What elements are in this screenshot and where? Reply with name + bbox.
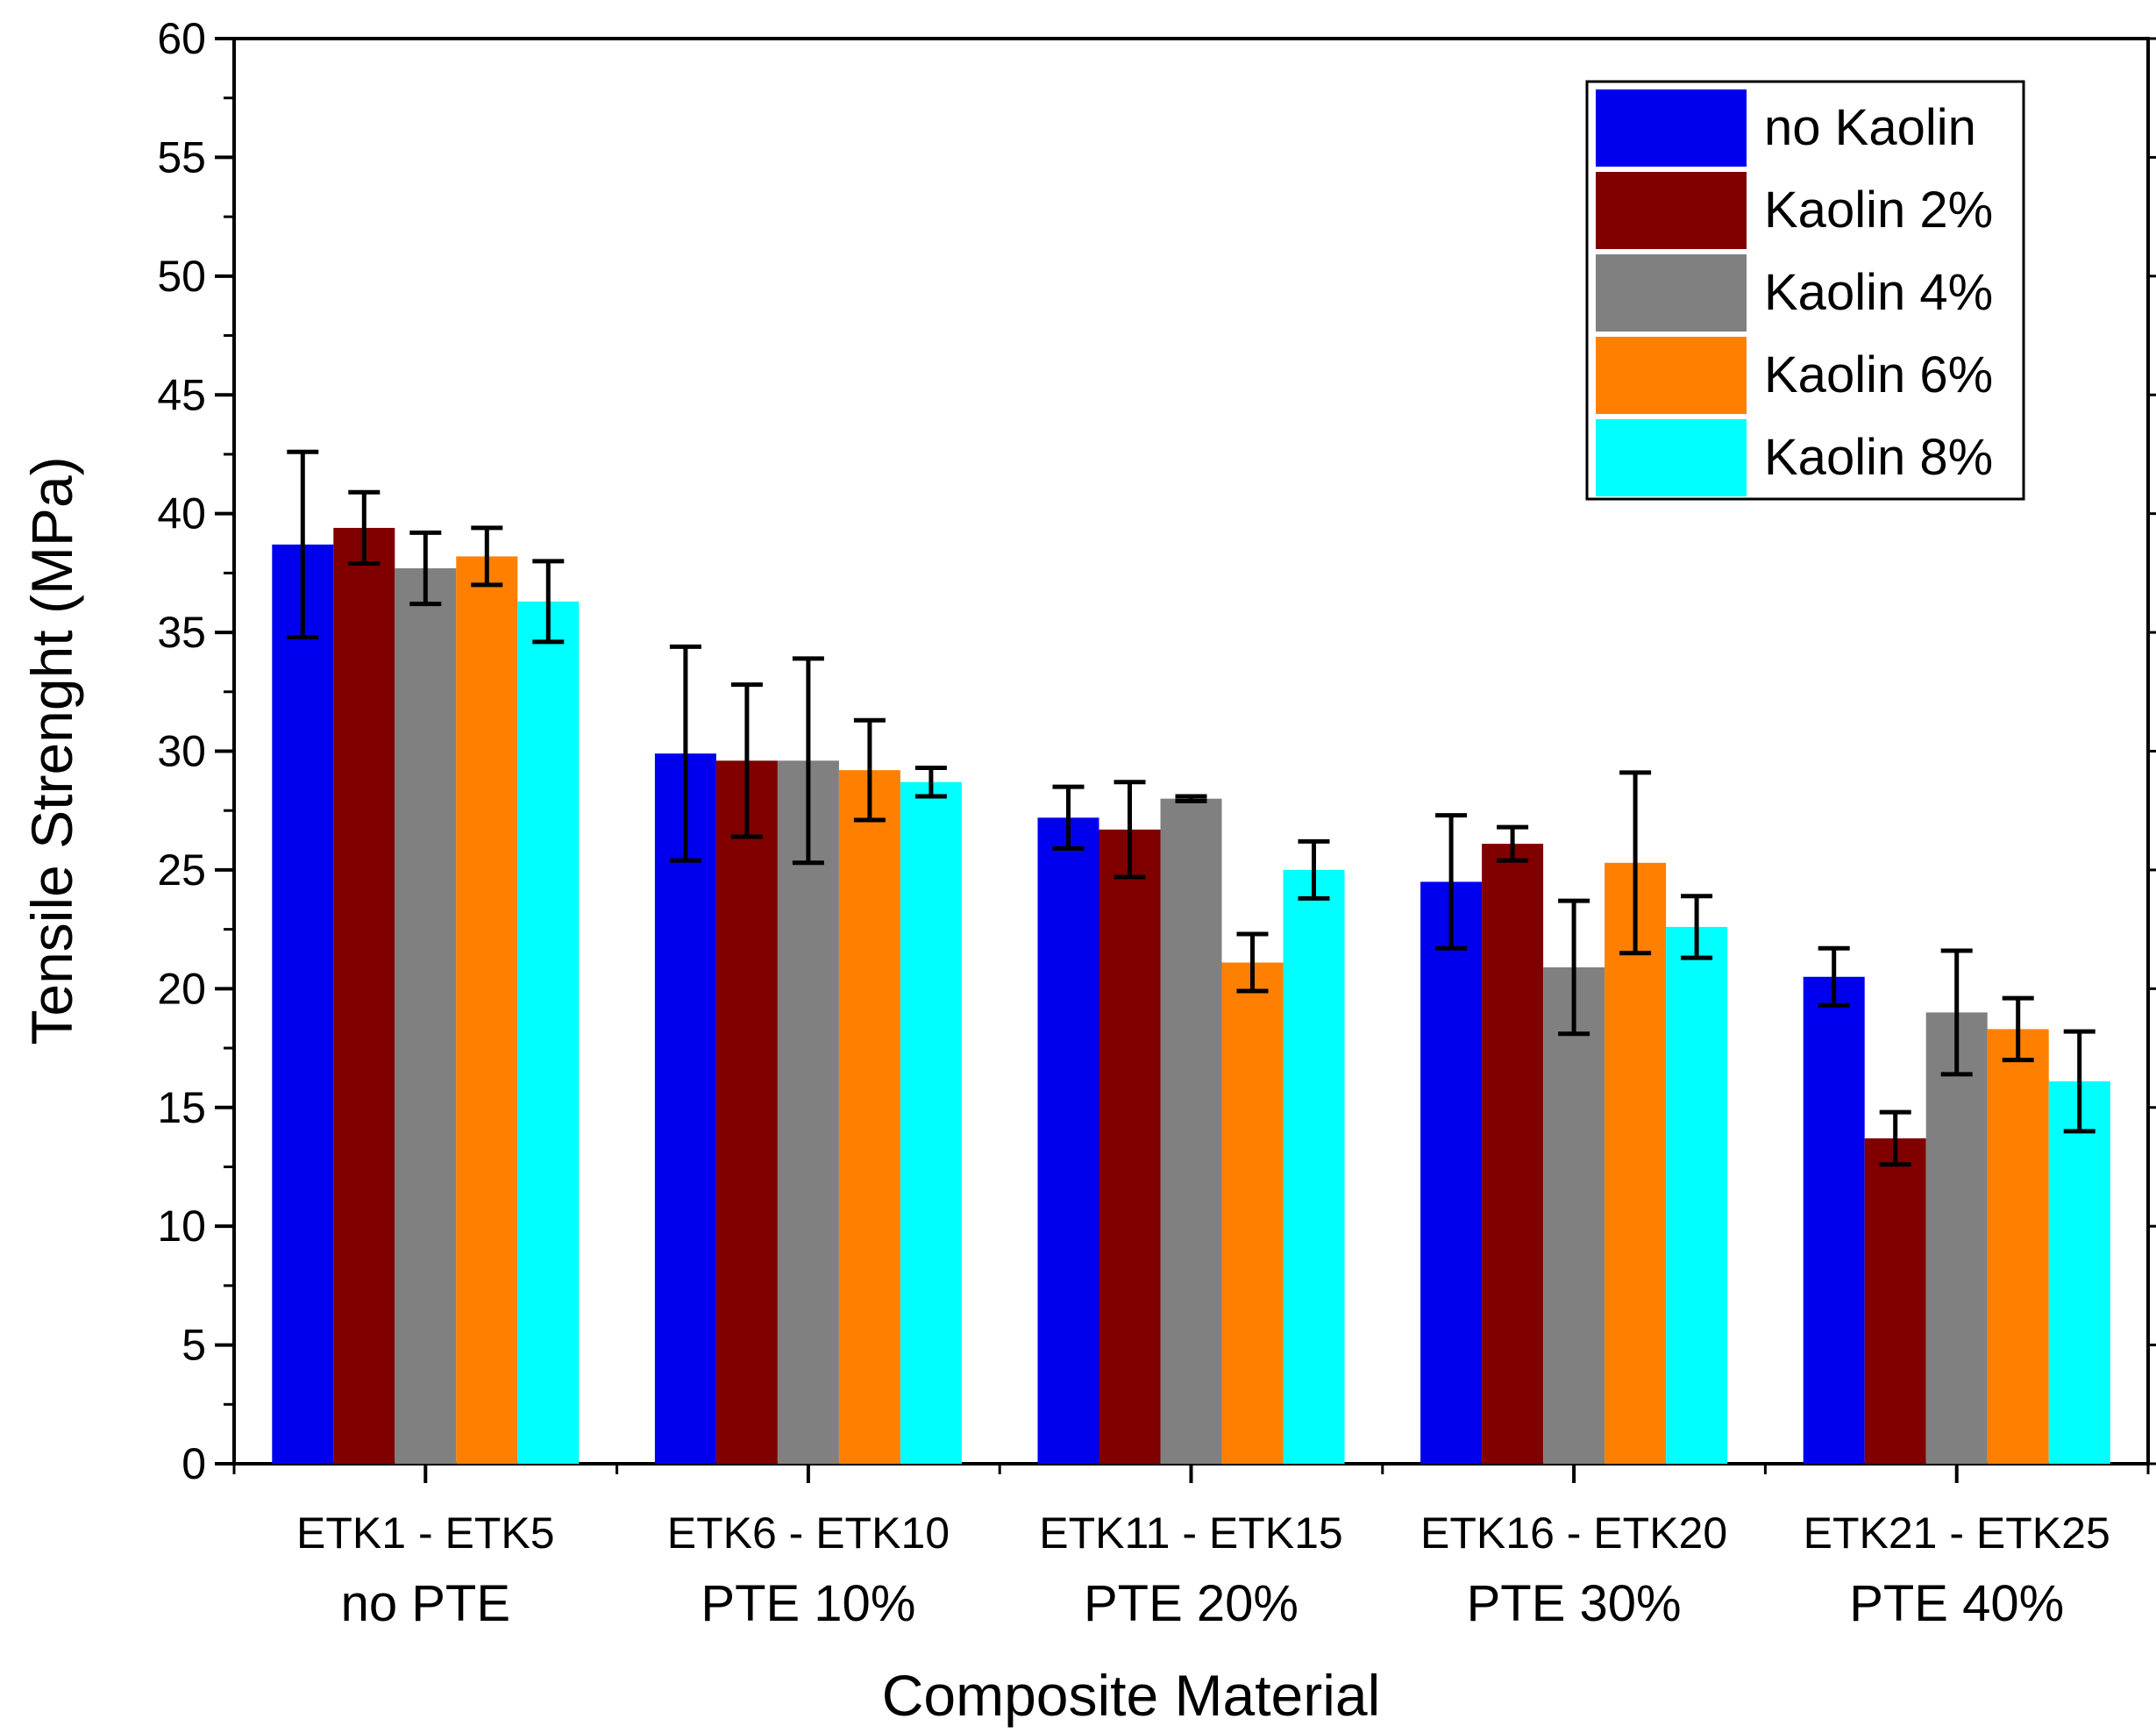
y-tick-label: 5 — [181, 1321, 206, 1370]
bar — [1160, 798, 1222, 1464]
legend-swatch — [1596, 254, 1747, 332]
bar — [1987, 1029, 2049, 1464]
y-tick-label: 35 — [157, 608, 206, 657]
bar-series — [272, 527, 2110, 1464]
y-tick-label: 40 — [157, 489, 206, 538]
y-axis-title: Tensile Strenght (MPa) — [19, 456, 84, 1045]
x-axis: ETK1 - ETK5 no PTE ETK6 - ETK10 PTE 10% ETK1… — [232, 1464, 2150, 1632]
x-axis-title: Composite Material — [882, 1663, 1381, 1728]
bar — [1037, 817, 1099, 1464]
legend-label: Kaolin 8% — [1764, 429, 1993, 486]
y-tick-label: 50 — [157, 252, 206, 301]
y-tick-label: 0 — [181, 1439, 206, 1488]
x-tick-sublabel: no PTE — [341, 1575, 510, 1632]
y-tick-label: 55 — [157, 132, 206, 182]
bar — [272, 544, 334, 1464]
x-tick-label: ETK16 - ETK20 — [1420, 1508, 1727, 1558]
bar — [1605, 862, 1667, 1464]
bar — [715, 760, 778, 1464]
legend-label: no Kaolin — [1764, 99, 1976, 156]
y-tick-label: 15 — [157, 1083, 206, 1132]
bar — [1283, 869, 1345, 1464]
y-tick-label: 45 — [157, 370, 206, 419]
bar — [1666, 926, 1728, 1464]
legend-swatch — [1596, 89, 1747, 167]
bar — [1864, 1138, 1926, 1464]
legend-swatch — [1596, 337, 1747, 414]
bar — [517, 601, 580, 1464]
bar — [333, 527, 395, 1464]
bar — [1099, 829, 1161, 1464]
bar — [456, 556, 518, 1464]
x-tick-sublabel: PTE 40% — [1849, 1575, 2064, 1632]
bar — [2048, 1080, 2110, 1464]
y-tick-label: 60 — [157, 14, 206, 63]
bar — [900, 781, 962, 1464]
y-tick-label: 30 — [157, 727, 206, 776]
bar — [395, 567, 457, 1464]
x-tick-label: ETK6 - ETK10 — [667, 1508, 950, 1558]
y-tick-label: 20 — [157, 964, 206, 1013]
bar — [654, 753, 716, 1464]
bar — [1803, 976, 1865, 1464]
error-bars — [287, 449, 2096, 1167]
legend-label: Kaolin 2% — [1764, 182, 1993, 239]
y-tick-label: 10 — [157, 1202, 206, 1251]
x-tick-label: ETK21 - ETK25 — [1804, 1508, 2110, 1558]
bar — [838, 770, 900, 1464]
legend-swatch — [1596, 172, 1747, 249]
bar — [1420, 881, 1483, 1464]
x-tick-sublabel: PTE 30% — [1467, 1575, 1682, 1632]
y-axis: 0 5 10 15 20 25 30 35 40 45 50 55 60 — [157, 14, 2156, 1488]
x-tick-label: ETK1 - ETK5 — [296, 1508, 555, 1558]
legend-label: Kaolin 6% — [1764, 346, 1993, 403]
x-tick-sublabel: PTE 20% — [1084, 1575, 1299, 1632]
x-tick-label: ETK11 - ETK15 — [1039, 1508, 1342, 1558]
legend-swatch — [1596, 419, 1747, 496]
legend-label: Kaolin 4% — [1764, 264, 1993, 321]
bar — [1482, 844, 1544, 1464]
bar — [1221, 962, 1284, 1464]
bar — [777, 760, 839, 1464]
bar — [1925, 1012, 1988, 1464]
y-tick-label: 25 — [157, 845, 206, 895]
bar — [1543, 966, 1605, 1464]
legend: no Kaolin Kaolin 2% Kaolin 4% Kaolin 6% Kaol… — [1585, 80, 2025, 501]
x-tick-sublabel: PTE 10% — [701, 1575, 915, 1632]
